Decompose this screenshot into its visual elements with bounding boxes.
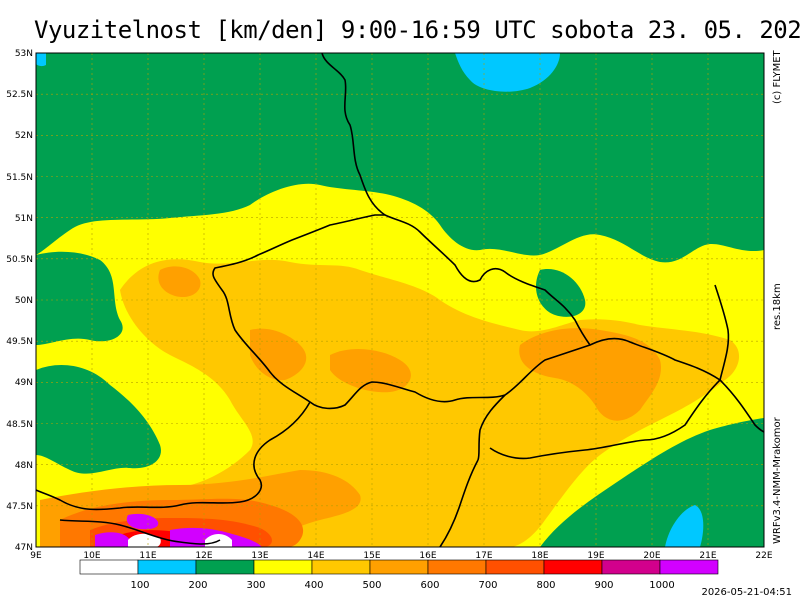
- legend-colorbar: [79, 559, 719, 575]
- legend-label: 200: [188, 580, 207, 591]
- lon-label: 9E: [30, 551, 42, 561]
- latitude-labels: 53N 52.5N 52N 51.5N 51N 50.5N 50N 49.5N …: [6, 49, 33, 553]
- green-region-north: [36, 53, 764, 263]
- lat-label: 49N: [15, 378, 33, 388]
- magenta-region-alps-1: [95, 532, 130, 547]
- border-czechia: [212, 214, 591, 410]
- legend-swatch: [543, 559, 603, 575]
- legend-swatch: [311, 559, 371, 575]
- border-alps-italy: [59, 519, 221, 545]
- green-region-poland: [535, 269, 586, 317]
- lon-label: 10E: [83, 551, 100, 561]
- lat-label: 51.5N: [6, 173, 33, 183]
- legend-label: 1000: [649, 580, 674, 591]
- legend-label: 900: [594, 580, 613, 591]
- lon-label: 19E: [587, 551, 604, 561]
- legend-label: 400: [304, 580, 323, 591]
- lon-label: 14E: [307, 551, 324, 561]
- map-frame: [35, 52, 765, 548]
- legend-labels: 100 200 300 400 500 600 700 800 900 1000: [130, 580, 674, 591]
- cyan-region-southeast: [665, 505, 704, 547]
- orange-region-bohemia: [250, 328, 307, 381]
- cyan-region-north: [455, 53, 560, 92]
- legend-label: 100: [130, 580, 149, 591]
- legend-swatch: [369, 559, 429, 575]
- legend-swatch: [253, 559, 313, 575]
- border-austria-hungary: [439, 459, 479, 547]
- magenta-region-alps-2: [126, 513, 159, 530]
- lon-label: 16E: [419, 551, 436, 561]
- border-slovakia: [489, 337, 721, 460]
- legend-swatch: [659, 559, 719, 575]
- lat-label: 48N: [15, 461, 33, 471]
- lon-label: 11E: [139, 551, 156, 561]
- legend-label: 300: [246, 580, 265, 591]
- border-germany-poland: [321, 53, 386, 216]
- lat-label: 48.5N: [6, 420, 33, 430]
- orange-region-west: [158, 266, 201, 298]
- copyright-label: (c) FLYMET: [772, 50, 783, 104]
- lat-label: 52.5N: [6, 90, 33, 100]
- lon-label: 15E: [363, 551, 380, 561]
- lat-label: 52N: [15, 131, 33, 141]
- lon-label: 22E: [755, 551, 772, 561]
- border-czechia-austria-south: [477, 394, 506, 461]
- orange-region-center: [330, 348, 411, 393]
- lat-label: 47.5N: [6, 502, 33, 512]
- contour-fill: [36, 53, 764, 547]
- border-poland-ukraine: [714, 284, 730, 381]
- lat-label: 49.5N: [6, 337, 33, 347]
- border-hungary-ukraine: [719, 379, 764, 433]
- legend-label: 500: [362, 580, 381, 591]
- longitude-labels: 9E 10E 11E 12E 13E 14E 15E 16E 17E 18E 1…: [30, 551, 773, 561]
- lat-label: 50.5N: [6, 255, 33, 265]
- lon-label: 18E: [531, 551, 548, 561]
- lat-label: 51N: [15, 214, 33, 224]
- legend-label: 600: [420, 580, 439, 591]
- lat-label: 53N: [15, 49, 33, 59]
- legend-swatch: [137, 559, 197, 575]
- lon-label: 13E: [251, 551, 268, 561]
- cyan-region-northwest: [36, 53, 46, 67]
- legend-swatch: [485, 559, 545, 575]
- lat-label: 50N: [15, 296, 33, 306]
- lon-label: 20E: [643, 551, 660, 561]
- legend-swatch: [195, 559, 255, 575]
- resolution-label: res.18km: [772, 283, 783, 330]
- legend-label: 800: [536, 580, 555, 591]
- lat-label: 47N: [15, 543, 33, 553]
- orange-region-slovakia: [519, 328, 661, 421]
- green-region-west: [36, 251, 123, 345]
- page-title: Vyuzitelnost [km/den] 9:00-16:59 UTC sob…: [34, 16, 800, 44]
- map-grid: [36, 53, 764, 547]
- white-region-alps: [128, 533, 161, 547]
- generated-timestamp: 2026-05-21-04:51: [701, 587, 792, 598]
- border-austria-germany: [36, 401, 311, 511]
- model-label: WRFv3.4-NMM-Mrakomor: [772, 417, 783, 544]
- legend-swatch: [79, 559, 139, 575]
- green-region-southwest: [36, 365, 161, 474]
- legend-swatch: [427, 559, 487, 575]
- legend-swatch: [601, 559, 661, 575]
- lon-label: 21E: [699, 551, 716, 561]
- lon-label: 17E: [475, 551, 492, 561]
- legend-label: 700: [478, 580, 497, 591]
- country-borders: [36, 53, 764, 547]
- lon-label: 12E: [195, 551, 212, 561]
